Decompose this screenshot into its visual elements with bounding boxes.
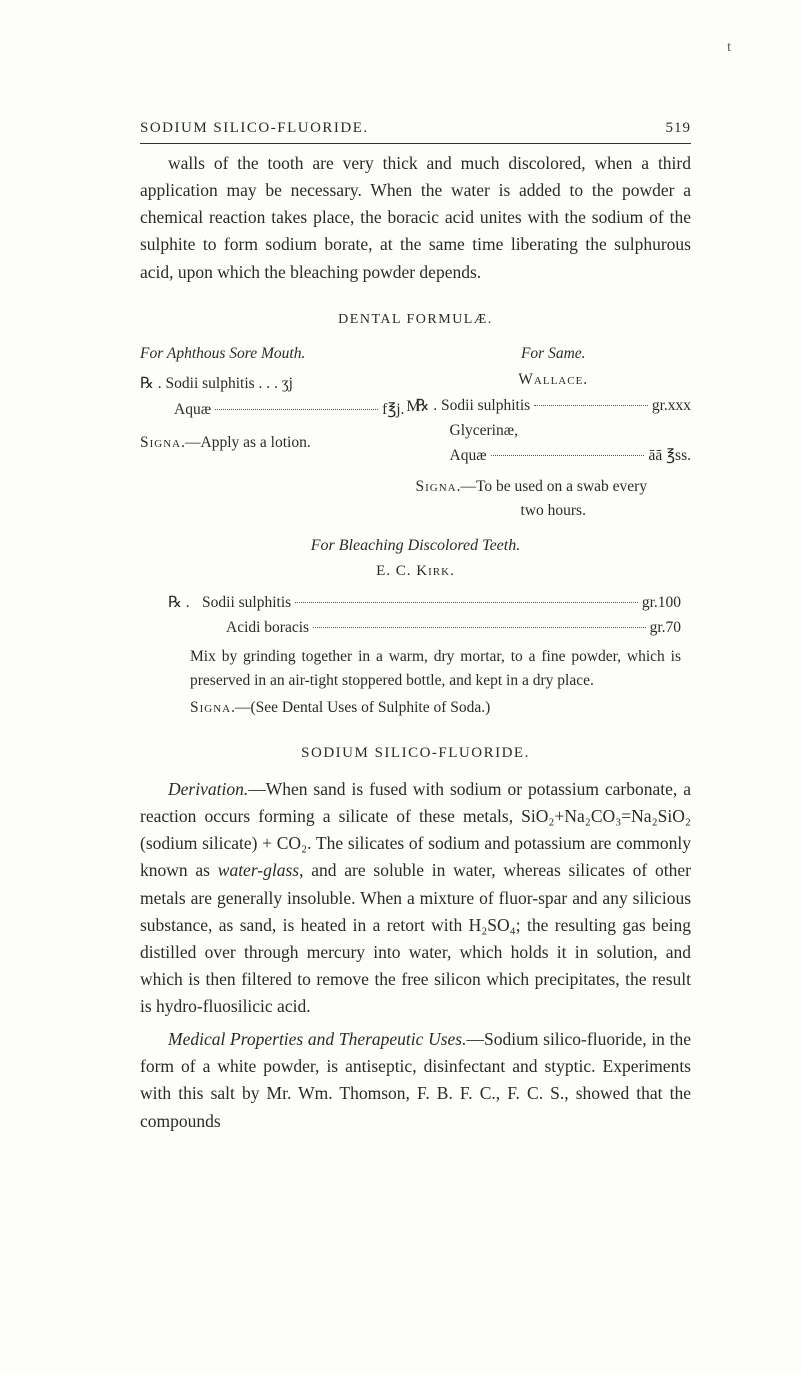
corner-mark: t [727, 40, 731, 56]
page: t SODIUM SILICO-FLUORIDE. 519 walls of t… [0, 0, 801, 1375]
water-glass: water-glass [218, 860, 299, 880]
derivation-para: Derivation.—When sand is fused with sodi… [140, 776, 691, 1020]
medical-label: Medical Properties and Therapeutic Uses. [168, 1029, 467, 1049]
left-aqua-val: f℥j. [382, 398, 404, 423]
right-head: For Same. [416, 342, 692, 367]
right-aquae-label: Aquæ [450, 444, 487, 469]
left-aqua-label: Aquæ [174, 398, 211, 423]
signa-label: Signa [416, 478, 457, 495]
running-head-title: SODIUM SILICO-FLUORIDE. [140, 120, 369, 137]
derivation-text-b: , and are soluble in water, whereas sili… [140, 860, 691, 1016]
signa2: Signa.—(See Dental Uses of Sulphite of S… [190, 699, 691, 717]
right-rx-label: ℞ . Sodii sulphitis [416, 394, 531, 419]
left-aqua-line: Aquæ f℥j. [140, 397, 404, 422]
medical-para: Medical Properties and Therapeutic Uses.… [140, 1026, 691, 1135]
formulae-columns: For Aphthous Sore Mouth. ℞ . Sodii sulph… [140, 342, 691, 524]
rx2-line2-label: Acidi boracis [226, 616, 309, 641]
signa-label: Signa [140, 434, 181, 451]
left-head: For Aphthous Sore Mouth. [140, 342, 404, 367]
para-1: walls of the tooth are very thick and mu… [140, 150, 691, 286]
rx2-line2-val: gr.70 [650, 616, 681, 641]
rx2-prefix: ℞ . [168, 591, 190, 616]
right-signa-line2: two hours. [416, 499, 692, 524]
mix-note: Mix by grinding together in a warm, dry … [190, 645, 681, 693]
signa2-text: .—(See Dental Uses of Sulphite of Soda.) [231, 699, 490, 716]
right-signa: Signa.—To be used on a swab every [416, 475, 692, 499]
dot-leader [534, 389, 648, 406]
left-signa: Signa.—Apply as a lotion. [140, 431, 404, 456]
formula-col-right: For Same. Wallace. ℞ . Sodii sulphitis g… [416, 342, 692, 524]
mix-M: M. [406, 394, 424, 420]
running-head: SODIUM SILICO-FLUORIDE. 519 [140, 120, 691, 144]
right-rx-val: gr.xxx [652, 394, 691, 419]
dental-formulae-title: DENTAL FORMULÆ. [140, 312, 691, 328]
dot-leader [491, 439, 645, 456]
dot-leader [313, 612, 645, 629]
right-aquae-val: āā ℥ss. [648, 444, 691, 469]
left-signa-text: .—Apply as a lotion. [181, 434, 311, 451]
eckirk: E. C. Kirk. [140, 563, 691, 580]
page-number: 519 [666, 120, 692, 137]
rx2-line2: Acidi boracis gr.70 [168, 616, 681, 641]
dot-leader [295, 586, 638, 603]
rx2-block: ℞ . Sodii sulphitis gr.100 Acidi boracis… [168, 590, 681, 641]
dot-leader [215, 393, 378, 410]
bleach-title: For Bleaching Discolored Teeth. [140, 537, 691, 555]
right-aquae-line: Aquæ āā ℥ss. [416, 443, 692, 468]
derivation-label: Derivation. [168, 779, 248, 799]
right-signa-text: .—To be used on a swab every [457, 478, 647, 495]
rx2-line1-label: Sodii sulphitis [202, 591, 291, 616]
signa-label: Signa [190, 699, 231, 716]
formula-col-left: For Aphthous Sore Mouth. ℞ . Sodii sulph… [140, 342, 404, 524]
section2-title: SODIUM SILICO-FLUORIDE. [140, 745, 691, 762]
rx2-line1-val: gr.100 [642, 591, 681, 616]
right-rx-line: ℞ . Sodii sulphitis gr.xxx [416, 393, 692, 418]
